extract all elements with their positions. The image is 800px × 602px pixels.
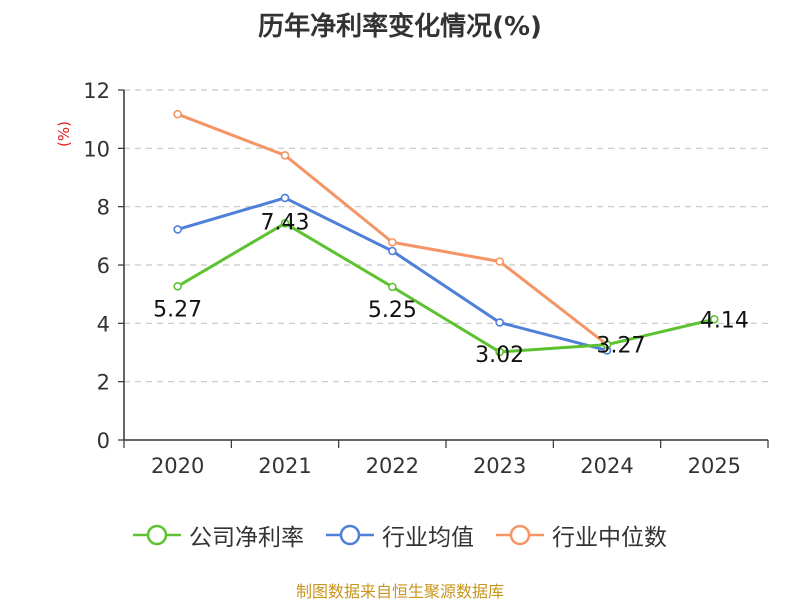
series-line xyxy=(177,196,608,352)
legend-swatch xyxy=(133,524,181,546)
legend-item: 行业中位数 xyxy=(496,518,667,552)
x-tick-label: 2021 xyxy=(258,454,311,478)
source-note: 制图数据来自恒生聚源数据库 xyxy=(295,582,504,601)
data-label: 5.27 xyxy=(153,297,202,322)
y-tick-label: 10 xyxy=(83,137,110,161)
y-tick-label: 0 xyxy=(97,429,110,453)
axis-layer: 0 2 4 6 8 10 12 2020 2021 2022 2023 2024 2025 xyxy=(83,79,769,478)
data-point xyxy=(280,218,290,228)
x-tick-label: 2025 xyxy=(688,454,741,478)
data-label-layer: 5.27 7.43 5.25 3.02 3.27 4.14 xyxy=(153,210,749,368)
legend-label: 公司净利率 xyxy=(189,525,304,551)
y-tick-label: 6 xyxy=(97,254,110,278)
data-point xyxy=(388,237,397,247)
x-tick-label: 2020 xyxy=(151,454,204,478)
legend-marker xyxy=(146,524,168,546)
data-label: 3.27 xyxy=(597,334,646,359)
data-label: 4.14 xyxy=(700,308,749,333)
y-tick-label: 8 xyxy=(97,196,110,220)
data-point xyxy=(173,281,182,291)
x-tick-label: 2022 xyxy=(366,454,419,478)
series-line xyxy=(176,221,715,354)
y-tick-label: 12 xyxy=(83,79,110,103)
y-tick-label: 2 xyxy=(97,371,110,395)
series-layer xyxy=(173,109,719,357)
legend: 公司净利率 行业均值 行业中位数 xyxy=(0,518,800,552)
data-point xyxy=(602,340,612,349)
data-point xyxy=(710,314,719,324)
chart-title: 历年净利率变化情况(%) xyxy=(258,12,542,42)
data-point xyxy=(173,225,182,234)
legend-item: 公司净利率 xyxy=(133,518,304,552)
x-tick-label: 2023 xyxy=(473,454,526,478)
data-point xyxy=(388,282,397,292)
data-label: 5.25 xyxy=(368,298,417,323)
data-point xyxy=(173,109,182,119)
data-label: 7.43 xyxy=(261,210,310,235)
legend-marker xyxy=(509,524,531,546)
grid-layer xyxy=(124,89,768,383)
legend-item: 行业均值 xyxy=(326,518,474,552)
legend-label: 行业均值 xyxy=(382,525,474,551)
legend-label: 行业中位数 xyxy=(552,525,667,551)
data-point xyxy=(388,246,397,256)
y-tick-label: 4 xyxy=(97,312,110,336)
data-point xyxy=(280,193,290,203)
data-point xyxy=(495,257,504,266)
data-point xyxy=(495,347,504,357)
legend-swatch xyxy=(326,524,374,546)
legend-swatch xyxy=(496,524,544,546)
x-tick-label: 2024 xyxy=(580,454,633,478)
data-label: 3.02 xyxy=(475,343,524,368)
legend-marker xyxy=(339,524,361,546)
data-point xyxy=(280,151,290,160)
data-point xyxy=(495,318,504,327)
